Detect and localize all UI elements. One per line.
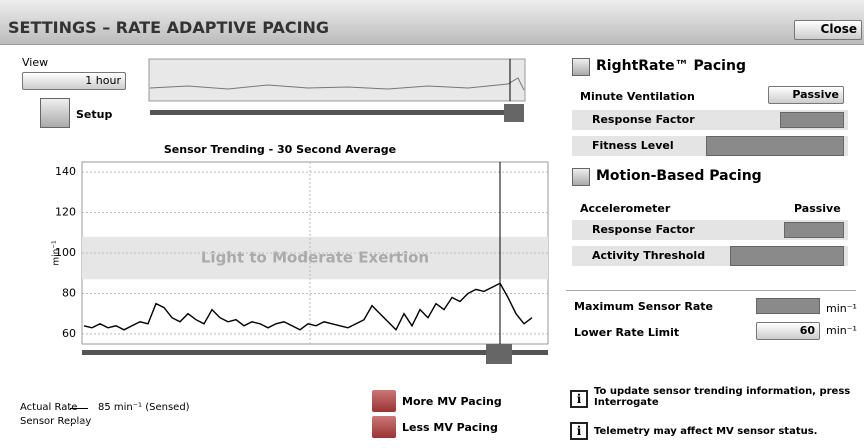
y-tick-label: 60 (62, 327, 76, 340)
legend-actual-value: 85 min⁻¹ (Sensed) (98, 402, 190, 413)
info-icon: i (570, 422, 588, 440)
view-dropdown[interactable]: 1 hour (22, 72, 126, 90)
motion-response-row: Response Factor (572, 220, 848, 240)
info-telemetry: Telemetry may affect MV sensor status. (594, 426, 818, 437)
lrl-field[interactable]: 60 (756, 322, 820, 340)
close-button[interactable]: Close (794, 20, 862, 40)
response-factor-row: Response Factor (572, 110, 848, 130)
accelerometer: Accelerometer (580, 202, 671, 215)
time-thumb (486, 344, 512, 364)
rate-line (83, 282, 533, 331)
more-mv-icon[interactable] (372, 390, 396, 412)
acc-value: Passive (794, 202, 841, 215)
motion-response-field[interactable] (784, 222, 844, 238)
rightrate-icon[interactable] (572, 58, 590, 76)
chart-title: Sensor Trending - 30 Second Average (164, 143, 396, 156)
title: SETTINGS – RATE ADAPTIVE PACING (8, 18, 330, 37)
view-label: View (22, 56, 49, 69)
less-mv-icon[interactable] (372, 416, 396, 438)
overview (148, 58, 526, 122)
y-tick-label: 100 (55, 246, 76, 259)
y-tick-label: 140 (55, 165, 76, 178)
overview-thumb[interactable] (504, 104, 524, 122)
legend-replay-line (70, 422, 88, 423)
legend-actual: Actual Rate (20, 402, 78, 413)
lrl-label: Lower Rate Limit (574, 326, 680, 339)
lrl-unit: min⁻¹ (826, 324, 857, 337)
rates-divider (566, 290, 856, 291)
exertion-band (82, 236, 548, 280)
motion-icon[interactable] (572, 168, 590, 186)
setup-icon[interactable] (40, 98, 70, 128)
legend-replay: Sensor Replay (20, 416, 92, 427)
y-axis-label: min⁻¹ (52, 240, 62, 266)
max-sensor-rate: Maximum Sensor Rate (574, 300, 714, 313)
time-slider (82, 350, 548, 355)
max-sensor-field[interactable] (756, 298, 820, 314)
title-bar (0, 0, 864, 45)
rightrate-title: RightRate™ Pacing (596, 58, 746, 74)
max-unit: min⁻¹ (826, 302, 857, 315)
setup-label[interactable]: Setup (76, 108, 113, 121)
chart: Sensor Trending - 30 Second Average Light… (52, 143, 549, 364)
info-icon: i (570, 390, 588, 408)
info-update: To update sensor trending information, p… (594, 386, 851, 408)
fitness-level-field[interactable] (706, 136, 844, 156)
overview-frame (148, 58, 526, 102)
less-mv[interactable]: Less MV Pacing (402, 421, 498, 434)
overview-slider[interactable] (150, 110, 524, 115)
minute-ventilation: Minute Ventilation (580, 90, 695, 103)
mv-value[interactable]: Passive (768, 86, 844, 104)
y-tick-label: 80 (62, 286, 76, 299)
more-mv[interactable]: More MV Pacing (402, 395, 502, 408)
legend-line (70, 408, 88, 409)
activity-threshold-field[interactable] (730, 246, 844, 266)
band-label: Light to Moderate Exertion (201, 249, 429, 267)
y-tick-label: 120 (55, 206, 76, 219)
response-factor-field[interactable] (780, 112, 844, 128)
motion-title: Motion-Based Pacing (596, 168, 762, 184)
